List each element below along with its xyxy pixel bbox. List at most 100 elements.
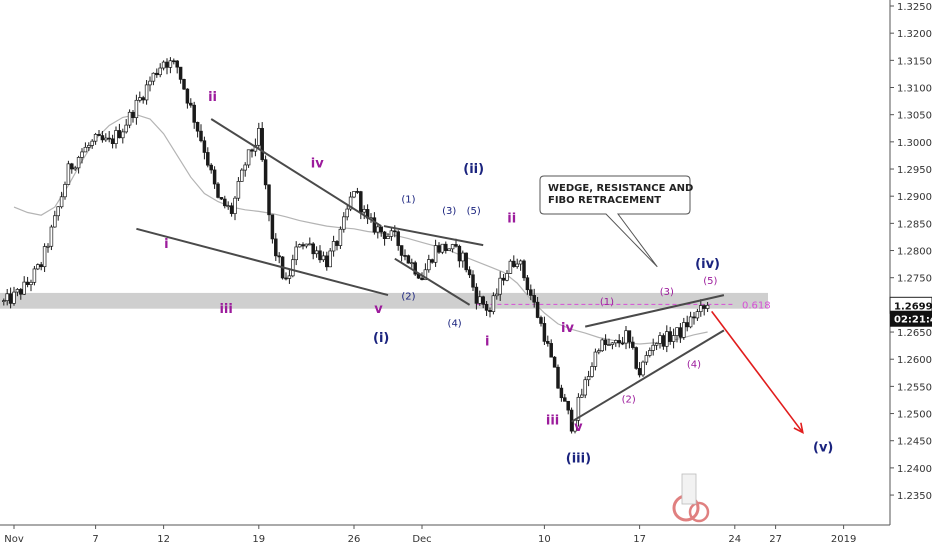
- candle-body: [614, 340, 618, 344]
- countdown-label: 02:21:46: [894, 315, 932, 326]
- candle-body: [342, 216, 346, 230]
- candle-body: [607, 344, 611, 346]
- candle-body: [304, 243, 309, 247]
- price-tick-label: 1.24000: [897, 464, 932, 475]
- countdown-tag: [890, 310, 932, 327]
- candle-body: [199, 130, 203, 142]
- fib-label: 0.618: [742, 300, 771, 311]
- candle-body: [206, 152, 210, 166]
- candle-body: [593, 351, 598, 367]
- candle-body: [178, 66, 183, 80]
- candle-body: [634, 347, 638, 369]
- candle-body: [597, 350, 601, 353]
- time-tick-label: 26: [348, 534, 361, 545]
- candle-body: [495, 293, 499, 297]
- candle-body: [552, 356, 557, 368]
- candle-body: [488, 309, 492, 312]
- candle-body: [114, 130, 118, 144]
- time-tick-label: Nov: [4, 534, 24, 545]
- time-tick-label: 24: [728, 534, 741, 545]
- candle-body: [168, 60, 173, 68]
- candle-body: [444, 243, 448, 251]
- candle-body: [182, 79, 186, 90]
- candle-body: [314, 250, 319, 255]
- resistance-zone-layer: 0.618: [0, 292, 771, 311]
- candle-body: [654, 343, 659, 346]
- trendline: [584, 294, 725, 328]
- wave-label: v: [574, 420, 583, 435]
- wave-label: ii: [507, 211, 516, 226]
- price-tick-label: 1.29000: [897, 192, 932, 203]
- candle-body: [501, 277, 506, 281]
- candle-body: [648, 350, 652, 356]
- price-tick-label: 1.31500: [897, 56, 932, 67]
- candle-body: [437, 245, 441, 253]
- candle-body: [39, 264, 43, 268]
- price-axis-bg: [890, 0, 932, 550]
- wave-label: i: [164, 237, 168, 252]
- candle-body: [559, 387, 564, 399]
- candle-body: [583, 379, 587, 396]
- wave-label: iv: [311, 156, 324, 171]
- price-tick-label: 1.27500: [897, 274, 932, 285]
- candle-body: [406, 255, 411, 264]
- candle-body: [100, 135, 105, 141]
- candle-body: [692, 316, 696, 319]
- price-tick-label: 1.24500: [897, 437, 932, 448]
- annotation-text-line: WEDGE, RESISTANCE AND: [548, 183, 693, 194]
- candle-body: [161, 61, 166, 69]
- price-tick-label: 1.23500: [897, 491, 932, 502]
- candle-body: [471, 274, 475, 288]
- time-tick-label: Dec: [412, 534, 431, 545]
- candle-body: [15, 289, 20, 293]
- candle-body: [318, 250, 322, 261]
- candle-body: [624, 330, 628, 344]
- price-tick-label: 1.28500: [897, 219, 932, 230]
- wave-label: iv: [561, 321, 574, 336]
- price-tick-label: 1.32500: [897, 2, 932, 13]
- candle-body: [19, 289, 23, 295]
- candle-body: [641, 361, 645, 376]
- price-tick-label: 1.25500: [897, 382, 932, 393]
- candle-body: [491, 295, 496, 312]
- candle-body: [539, 317, 543, 324]
- candle-body: [185, 88, 190, 104]
- candle-body: [42, 246, 47, 268]
- candle-body: [76, 157, 81, 169]
- candle-body: [63, 184, 67, 198]
- annotation-box: [539, 175, 691, 268]
- candle-body: [610, 342, 615, 345]
- candle-body: [474, 286, 479, 304]
- moving-average-line: [13, 114, 708, 345]
- candle-body: [287, 275, 292, 279]
- candle-body: [97, 133, 101, 136]
- candle-body: [90, 140, 94, 146]
- candle-body: [155, 72, 159, 76]
- candle-body: [110, 138, 115, 144]
- candle-body: [522, 260, 526, 279]
- wave-label: (1): [401, 195, 415, 206]
- candle-body: [508, 260, 513, 274]
- price-tick-label: 1.28000: [897, 247, 932, 258]
- candle-body: [59, 196, 64, 208]
- candle-body: [226, 205, 230, 208]
- candle-body: [525, 277, 530, 291]
- candle-body: [335, 241, 339, 246]
- candle-body: [658, 335, 662, 344]
- candle-body: [389, 230, 394, 237]
- candle-body: [325, 255, 329, 268]
- candle-body: [542, 323, 547, 342]
- wave-label: (2): [622, 395, 636, 406]
- candle-body: [362, 209, 366, 213]
- candle-body: [134, 99, 139, 119]
- candle-body: [484, 304, 489, 311]
- candle-body: [345, 208, 349, 218]
- candle-body: [274, 238, 278, 257]
- candle-body: [151, 72, 156, 82]
- candle-body: [321, 255, 326, 261]
- candle-body: [379, 226, 383, 233]
- candle-body: [260, 128, 264, 161]
- candle-body: [478, 296, 482, 304]
